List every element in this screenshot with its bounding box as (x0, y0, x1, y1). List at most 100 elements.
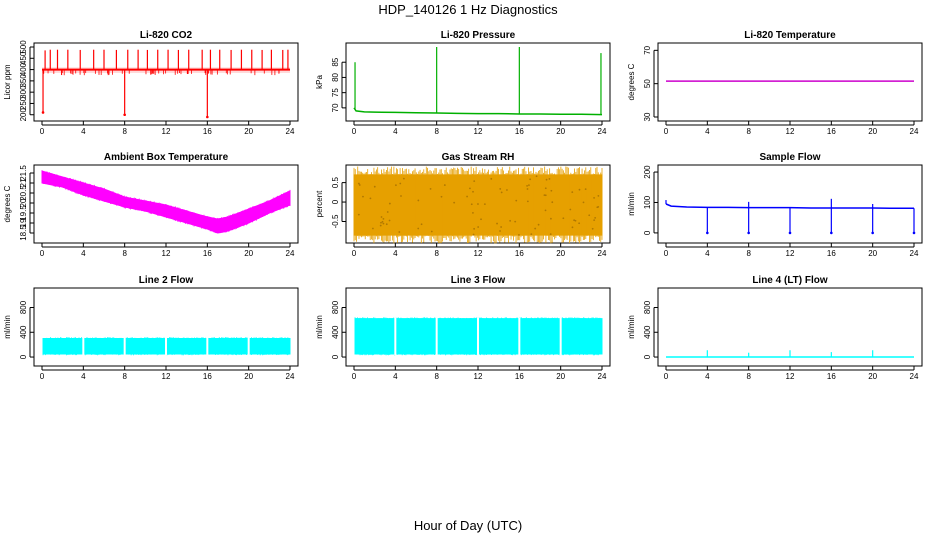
x-tick-label: 4 (393, 127, 398, 136)
data-point (515, 199, 518, 202)
data-point (591, 227, 594, 230)
plot-frame (33, 164, 299, 244)
data-point (551, 201, 554, 204)
data-point (440, 195, 443, 198)
x-tick-label: 16 (203, 127, 212, 136)
data-point (123, 113, 126, 117)
x-tick-label: 0 (664, 249, 669, 258)
x-tick-label: 0 (664, 127, 669, 136)
panel-3: Li-820 Temperature degrees C 0 4 8 12 16 20 24 30… (627, 30, 923, 136)
data-point (830, 231, 833, 235)
x-tick-label: 4 (393, 249, 398, 258)
y-axis-label: Licor ppm (3, 64, 12, 99)
plot-frame (33, 42, 299, 122)
x-tick-label: 20 (556, 372, 565, 381)
x-tick-label: 4 (81, 127, 86, 136)
x-tick-label: 8 (434, 372, 439, 381)
data-point (399, 182, 402, 185)
data-point (537, 223, 540, 226)
x-tick-label: 20 (556, 127, 565, 136)
x-tick-label: 0 (40, 372, 45, 381)
x-tick-label: 16 (203, 249, 212, 258)
x-tick-label: 8 (746, 127, 751, 136)
data-point (912, 231, 916, 235)
data-point (483, 203, 486, 206)
data-point (472, 190, 474, 193)
x-tick-label: 8 (122, 127, 127, 136)
x-tick-label: 16 (827, 127, 836, 136)
y-tick-label: 70 (331, 103, 340, 112)
data-point (584, 188, 587, 191)
y-axis-label: kPa (315, 75, 324, 89)
panel-title: Sample Flow (759, 152, 820, 163)
x-tick-label: 16 (515, 127, 524, 136)
x-tick-label: 4 (393, 372, 398, 381)
x-tick-label: 20 (556, 249, 565, 258)
x-tick-label: 12 (786, 249, 795, 258)
data-point (578, 188, 581, 191)
y-tick-label: 800 (331, 300, 340, 314)
panel-6: Sample Flow ml/min 0 4 8 12 16 20 24 0 100 200 (627, 152, 923, 258)
data-point (398, 231, 401, 233)
data-point (382, 217, 385, 220)
x-tick-label: 4 (705, 249, 710, 258)
data-point (573, 219, 576, 222)
y-tick-label: 400 (331, 325, 340, 339)
x-tick-label: 4 (705, 372, 710, 381)
data-point (593, 196, 595, 199)
panel-title: Ambient Box Temperature (104, 152, 229, 163)
panel-title: Line 2 Flow (139, 275, 194, 286)
y-tick-label: 0 (643, 354, 652, 359)
data-point (543, 194, 546, 197)
x-tick-label: 8 (746, 372, 751, 381)
data-point (466, 195, 468, 198)
x-tick-label: 20 (244, 249, 253, 258)
data-point (472, 233, 475, 236)
data-point (597, 194, 600, 197)
data-point (514, 220, 517, 223)
data-point (544, 194, 547, 197)
y-axis-label: degrees C (627, 63, 636, 100)
x-tick-label: 16 (203, 372, 212, 381)
data-point (490, 177, 493, 180)
plot-frame (345, 42, 611, 122)
data-point (429, 187, 432, 190)
x-tick-label: 12 (786, 127, 795, 136)
data-point (385, 223, 388, 226)
data-point (871, 231, 874, 235)
y-tick-label: 350 (19, 74, 28, 88)
y-tick-label: 100 (643, 195, 652, 209)
x-tick-label: 16 (827, 372, 836, 381)
x-tick-label: 20 (868, 372, 877, 381)
x-tick-label: 20 (868, 127, 877, 136)
y-tick-label: 70 (643, 45, 652, 54)
data-point (526, 188, 529, 190)
data-point (477, 226, 480, 228)
data-point (477, 203, 479, 205)
panel-5: Gas Stream RH percent 0 4 8 12 16 20 24 -0.5 0 0.5 (315, 152, 611, 258)
data-point (548, 178, 551, 180)
data-point (469, 187, 471, 190)
data-point (373, 185, 376, 188)
data-point (534, 227, 537, 230)
x-tick-label: 20 (868, 249, 877, 258)
y-axis-label: percent (315, 190, 324, 217)
y-axis-label: ml/min (3, 315, 12, 339)
y-axis-label: degrees C (3, 185, 12, 222)
x-tick-label: 16 (515, 372, 524, 381)
data-line (665, 203, 914, 210)
data-point (597, 205, 600, 208)
x-tick-label: 24 (598, 127, 607, 136)
x-tick-label: 0 (352, 249, 357, 258)
data-point (395, 184, 397, 187)
y-tick-label: 0 (331, 354, 340, 359)
data-point (544, 187, 547, 190)
data-point (380, 221, 382, 224)
x-tick-label: 0 (40, 249, 45, 258)
data-point (362, 195, 364, 198)
y-tick-label: 400 (643, 325, 652, 339)
data-point (529, 178, 532, 181)
data-point (594, 216, 597, 219)
x-tick-label: 12 (162, 127, 171, 136)
